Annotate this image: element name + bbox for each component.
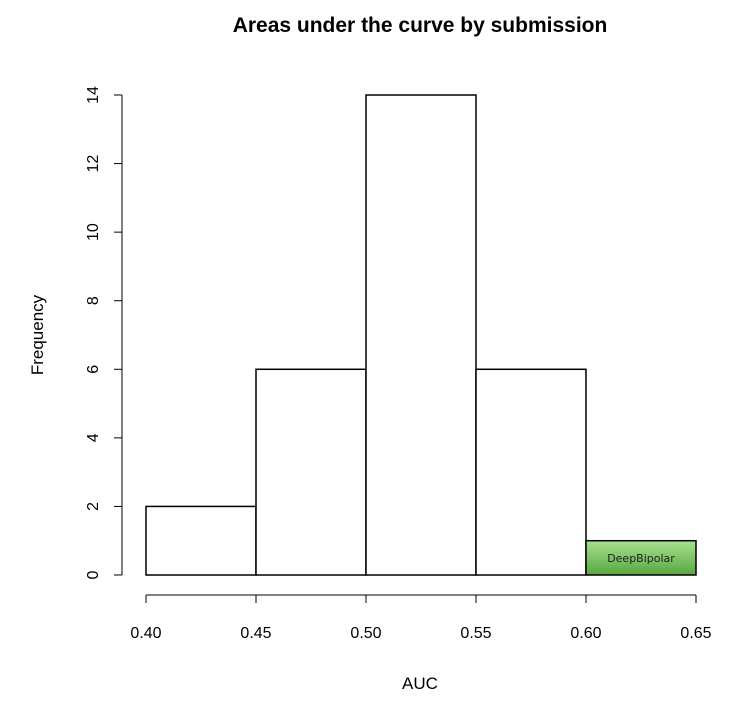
histogram-bar <box>255 368 367 576</box>
x-tick-label: 0.50 <box>350 625 381 642</box>
histogram-bar <box>365 94 477 576</box>
y-tick-label: 6 <box>85 365 102 374</box>
y-axis: 0 2 4 6 8 10 12 14 <box>85 86 123 579</box>
x-tick-label: 0.60 <box>570 625 601 642</box>
x-axis: 0.40 0.45 0.50 0.55 0.60 0.65 <box>130 594 712 642</box>
y-tick-label: 4 <box>85 433 102 442</box>
x-axis-label: AUC <box>402 674 438 693</box>
y-tick-label: 10 <box>85 223 102 241</box>
x-tick-label: 0.65 <box>680 625 711 642</box>
histogram-bar <box>475 368 587 576</box>
x-tick-label: 0.45 <box>240 625 271 642</box>
x-tick-label: 0.55 <box>460 625 491 642</box>
chart-title: Areas under the curve by submission <box>233 14 608 37</box>
bar-annotation-label: DeepBipolar <box>607 552 675 565</box>
y-tick-label: 8 <box>85 296 102 305</box>
y-tick-label: 14 <box>85 86 102 104</box>
bar-deepbipolar <box>585 539 697 576</box>
y-tick-label: 0 <box>85 570 102 579</box>
y-tick-label: 2 <box>85 502 102 511</box>
y-tick-label: 12 <box>85 155 102 173</box>
y-axis-label: Frequency <box>28 294 47 375</box>
histogram-bars: DeepBipolar <box>145 94 697 576</box>
x-tick-label: 0.40 <box>130 625 161 642</box>
histogram-bar <box>145 505 257 576</box>
